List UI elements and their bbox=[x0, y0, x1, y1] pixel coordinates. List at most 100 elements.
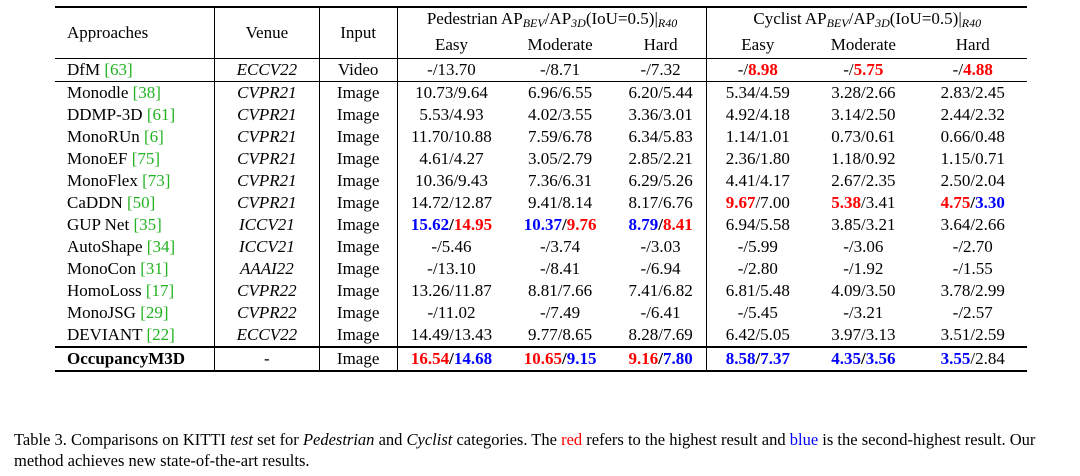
cyc-easy-cell: -/8.98 bbox=[706, 58, 809, 82]
ped-mod-cell: 9.77/8.65 bbox=[527, 325, 593, 344]
table-row: MonoCon [31] AAAI22 Image -/13.10 -/8.41 -/6.… bbox=[55, 258, 1027, 280]
ped-easy-cell: 16.54/14.68 bbox=[397, 346, 506, 372]
table-row: DDMP-3D [61] CVPR21 Image 5.53/4.93 4.02/3.5… bbox=[55, 104, 1027, 126]
cyc-hard-cell: 2.83/2.45 bbox=[940, 83, 1005, 102]
caption-pedestrian: Pedestrian bbox=[302, 430, 375, 449]
value-second: 10.37 bbox=[523, 215, 562, 234]
ped-sub-r40: R40 bbox=[657, 16, 678, 30]
header-input: Input bbox=[319, 6, 398, 59]
value-second: 15.62 bbox=[410, 215, 450, 234]
ped-easy-cell: 5.53/4.93 bbox=[419, 105, 484, 124]
citation-link[interactable]: [29] bbox=[140, 303, 169, 322]
citation-link[interactable]: [61] bbox=[146, 105, 176, 124]
ped-hard-cell: -/6.94 bbox=[614, 258, 708, 280]
rows-group-1: Monodle [38] CVPR21 Image 10.73/9.64 6.96/6.… bbox=[55, 81, 1027, 192]
ped-easy-cell: 10.36/9.43 bbox=[415, 171, 488, 190]
value-plain: /2.84 bbox=[970, 349, 1005, 368]
ped-sub-3d: 3D bbox=[571, 16, 586, 30]
cyc-easy-cell: 9.67/7.00 bbox=[707, 192, 808, 214]
value-sep: / bbox=[449, 349, 454, 368]
cyc-mod-cell: 3.85/3.21 bbox=[831, 215, 896, 234]
ped-hard-cell: 6.34/5.83 bbox=[614, 126, 708, 148]
caption-cyclist: Cyclist bbox=[406, 430, 453, 449]
ped-easy-cell: 15.62/14.95 bbox=[397, 214, 505, 236]
cyc-hard-cell: 0.66/0.48 bbox=[940, 127, 1005, 146]
value-best: 5.75 bbox=[853, 60, 884, 79]
venue-cell: CVPR22 bbox=[214, 302, 320, 324]
input-cell: Image bbox=[319, 81, 398, 104]
header-row-2: Easy Moderate Hard Easy Moderate Hard bbox=[55, 34, 1027, 59]
approach-name: DDMP-3D bbox=[67, 105, 143, 124]
value-sep: / bbox=[970, 193, 976, 212]
cyc-mod-cell: 3.14/2.50 bbox=[831, 105, 896, 124]
ped-mod-cell: 10.37/9.76 bbox=[505, 214, 614, 236]
table-row: MonoRUn [6] CVPR21 Image 11.70/10.88 7.59/6.… bbox=[55, 126, 1027, 148]
ped-hard-cell: 8.28/7.69 bbox=[614, 324, 708, 347]
cyc-easy-cell: -/5.99 bbox=[737, 237, 778, 256]
input-cell: Image bbox=[319, 192, 398, 214]
cyc-hard-cell: 3.78/2.99 bbox=[940, 281, 1005, 300]
citation-link[interactable]: [38] bbox=[132, 83, 161, 102]
citation-link[interactable]: [6] bbox=[143, 127, 164, 146]
table-row: MonoFlex [73] CVPR21 Image 10.36/9.43 7.36/6… bbox=[55, 170, 1027, 192]
table-row: Monodle [38] CVPR21 Image 10.73/9.64 6.96/6.… bbox=[55, 81, 1027, 104]
table-row: DEVIANT [22] ECCV22 Image 14.49/13.43 9.77/8… bbox=[55, 324, 1027, 347]
cyc-hard-cell: 2.44/2.32 bbox=[940, 105, 1005, 124]
citation-link[interactable]: [75] bbox=[131, 149, 161, 168]
value-sep: / bbox=[561, 215, 567, 234]
ped-easy-cell: 14.49/13.43 bbox=[410, 325, 493, 344]
citation-link[interactable]: [35] bbox=[133, 215, 162, 234]
input-cell: Image bbox=[319, 104, 398, 126]
input-cell: Video bbox=[319, 58, 398, 82]
ped-hard-cell: 2.85/2.21 bbox=[614, 148, 708, 170]
ped-sub-bev: BEV bbox=[522, 16, 545, 30]
cyc-mod-cell: 1.18/0.92 bbox=[831, 149, 896, 168]
value-best: 4.88 bbox=[963, 60, 993, 79]
cyc-mod-cell: 4.35/3.56 bbox=[808, 346, 919, 372]
comparison-table: Approaches Venue Input Pedestrian APBEV/… bbox=[55, 6, 1027, 372]
cyc-easy-cell: 6.42/5.05 bbox=[725, 325, 790, 344]
value-best: 14.95 bbox=[453, 215, 493, 234]
table-row: AutoShape [34] ICCV21 Image -/5.46 -/3.74 -/3… bbox=[55, 236, 1027, 258]
citation-link[interactable]: [34] bbox=[146, 237, 176, 256]
ped-easy-cell: 4.61/4.27 bbox=[419, 149, 484, 168]
approach-cell: MonoEF [75] bbox=[55, 148, 215, 170]
ped-mod-cell: -/8.71 bbox=[505, 58, 615, 82]
citation-link[interactable]: [50] bbox=[126, 193, 156, 212]
value-sep: / bbox=[755, 349, 761, 368]
approach-name: MonoCon bbox=[67, 259, 136, 278]
value-second: 8.79 bbox=[628, 215, 659, 234]
venue-cell: CVPR22 bbox=[214, 280, 320, 302]
ped-hard-cell: 3.36/3.01 bbox=[614, 104, 708, 126]
cyc-hard-cell: 3.51/2.59 bbox=[940, 325, 1005, 344]
citation-link[interactable]: [63] bbox=[104, 60, 133, 79]
cyc-easy-cell: -/2.80 bbox=[737, 259, 778, 278]
value-best: 8.98 bbox=[748, 60, 778, 79]
approach-cell: MonoCon [31] bbox=[55, 258, 215, 280]
citation-link[interactable]: [73] bbox=[142, 171, 171, 190]
approach-name: CaDDN bbox=[67, 193, 123, 212]
value-best: 9.76 bbox=[566, 215, 597, 234]
value-best: 5.38 bbox=[831, 193, 861, 212]
citation-link[interactable]: [17] bbox=[145, 281, 175, 300]
table-row: HomoLoss [17] CVPR22 Image 13.26/11.87 8.81/… bbox=[55, 280, 1027, 302]
approach-cell: DDMP-3D [61] bbox=[55, 104, 215, 126]
value-plain: /7.00 bbox=[755, 193, 790, 212]
cyc-hard-cell: 1.15/0.71 bbox=[940, 149, 1005, 168]
citation-link[interactable]: [31] bbox=[140, 259, 169, 278]
ped-mod-cell: 7.59/6.78 bbox=[527, 127, 593, 146]
ped-mod-cell: -/7.49 bbox=[540, 303, 581, 322]
cyc-mod-cell: 3.28/2.66 bbox=[831, 83, 896, 102]
header-ped-moderate: Moderate bbox=[505, 34, 615, 59]
value-plain: -/ bbox=[843, 60, 854, 79]
approach-cell: MonoJSG [29] bbox=[55, 302, 215, 324]
value-second: 7.37 bbox=[760, 349, 790, 368]
input-cell: Image bbox=[319, 148, 398, 170]
caption-part: and bbox=[374, 430, 407, 449]
cyc-easy-cell: -/5.45 bbox=[737, 303, 778, 322]
citation-link[interactable]: [22] bbox=[146, 325, 175, 344]
cyc-hard-cell: 3.64/2.66 bbox=[940, 215, 1005, 234]
approach-cell: AutoShape [34] bbox=[55, 236, 215, 258]
value-sep: / bbox=[449, 215, 454, 234]
